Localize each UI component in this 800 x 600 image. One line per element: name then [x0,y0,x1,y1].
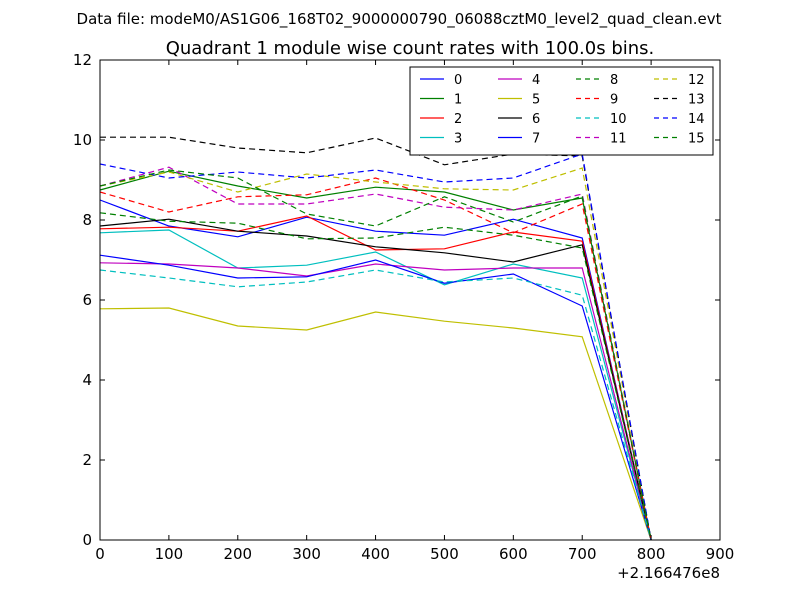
x-tick-label: 800 [637,545,666,563]
legend-label-0: 0 [454,73,462,88]
y-tick-label: 6 [82,291,92,309]
series-line-8 [99,212,652,541]
legend-label-3: 3 [454,132,462,147]
x-tick-label: 200 [223,545,252,563]
legend-label-4: 4 [532,73,540,88]
series-lines [99,136,652,541]
legend-label-8: 8 [610,73,618,88]
y-tick-label: 2 [82,451,92,469]
x-tick-label: 300 [292,545,321,563]
series-line-9 [99,177,652,541]
series-line-4 [99,262,652,541]
series-line-10 [99,269,652,541]
x-tick-label: 400 [361,545,390,563]
series-line-1 [99,170,652,541]
legend-label-14: 14 [688,112,705,127]
legend-label-7: 7 [532,132,540,147]
legend-label-5: 5 [532,93,540,108]
y-tick-label: 10 [73,131,92,149]
data-file-caption: Data file: modeM0/AS1G06_168T02_90000007… [77,10,722,29]
series-line-6 [99,218,652,541]
legend-label-10: 10 [610,112,627,127]
legend-label-11: 11 [610,132,627,147]
legend-label-13: 13 [688,93,705,108]
series-line-5 [99,307,652,541]
legend-label-6: 6 [532,112,540,127]
x-tick-label: 100 [155,545,184,563]
series-line-14 [99,153,652,541]
y-tick-label: 0 [82,531,92,549]
y-tick-label: 12 [73,51,92,69]
chart-title: Quadrant 1 module wise count rates with … [166,38,655,59]
series-line-0 [99,199,652,541]
series-line-12 [99,167,652,541]
y-tick-label: 4 [82,371,92,389]
x-tick-label: 0 [95,545,105,563]
series-line-3 [99,229,652,541]
series-line-7 [99,254,652,541]
legend-label-12: 12 [688,73,705,88]
legend-label-2: 2 [454,112,462,127]
legend-box [409,66,714,156]
x-tick-label: 600 [499,545,528,563]
series-line-13 [100,136,652,541]
legend-label-9: 9 [610,93,618,108]
series-line-15 [99,169,652,541]
x-tick-label: 700 [568,545,597,563]
y-tick-label: 8 [82,211,92,229]
x-tick-label: 900 [706,545,735,563]
legend-label-15: 15 [688,132,705,147]
series-line-2 [99,215,652,541]
x-offset-label: +2.166476e8 [617,564,720,582]
x-tick-label: 500 [430,545,459,563]
series-line-11 [99,166,652,541]
legend-label-1: 1 [454,93,462,108]
